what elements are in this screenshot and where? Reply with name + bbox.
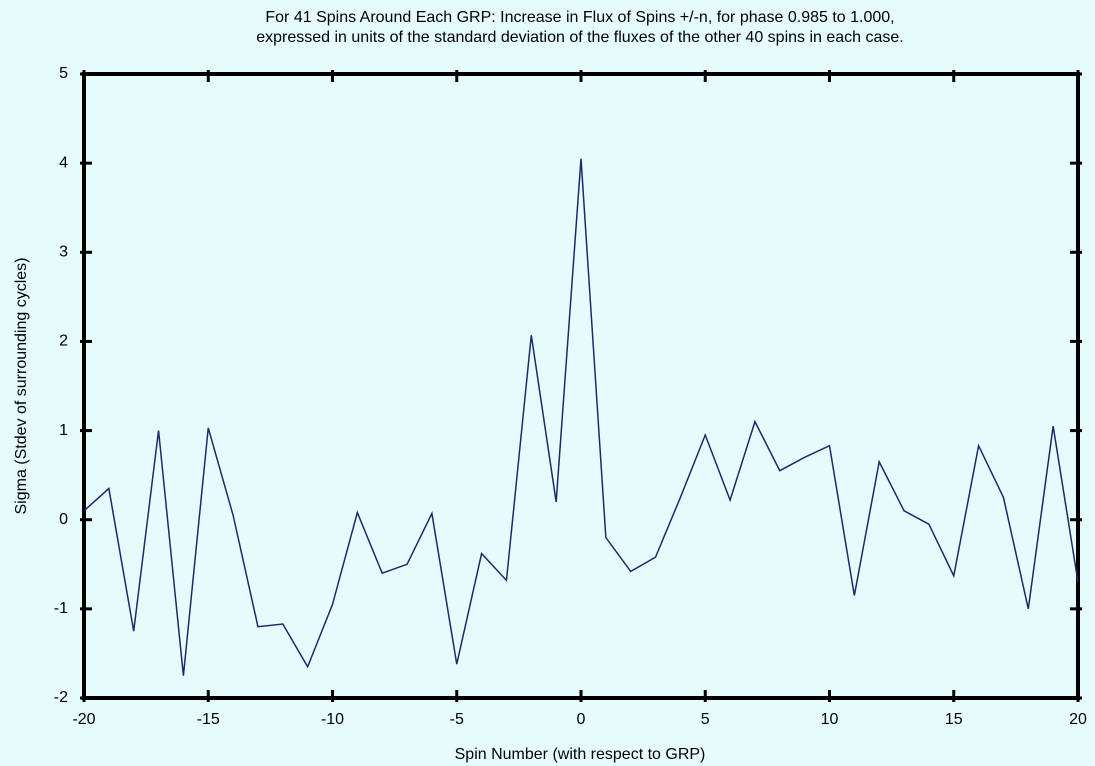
x-tick-label: -20 (72, 711, 95, 728)
data-line (83, 158, 1079, 676)
y-axis-label: Sigma (Stdev of surrounding cycles) (13, 258, 30, 515)
y-tick-label: 3 (59, 244, 68, 261)
x-tick-label: 5 (701, 711, 710, 728)
x-tick-label: -5 (450, 711, 464, 728)
chart-subtitle: expressed in units of the standard devia… (256, 29, 904, 46)
x-tick-label: 20 (1069, 711, 1087, 728)
x-tick-label: 15 (945, 711, 963, 728)
y-tick-label: -2 (54, 689, 68, 706)
y-tick-label: 1 (59, 422, 68, 439)
y-tick-label: 0 (59, 511, 68, 528)
x-tick-label: 10 (821, 711, 839, 728)
y-tick-label: 5 (59, 65, 68, 82)
x-tick-label: -10 (321, 711, 344, 728)
x-tick-label: -15 (197, 711, 220, 728)
y-tick-label: 2 (59, 333, 68, 350)
x-tick-label: 0 (577, 711, 586, 728)
x-axis-label: Spin Number (with respect to GRP) (455, 746, 706, 763)
y-tick-label: 4 (59, 154, 68, 171)
y-tick-label: -1 (54, 600, 68, 617)
chart-title: For 41 Spins Around Each GRP: Increase i… (265, 9, 894, 26)
